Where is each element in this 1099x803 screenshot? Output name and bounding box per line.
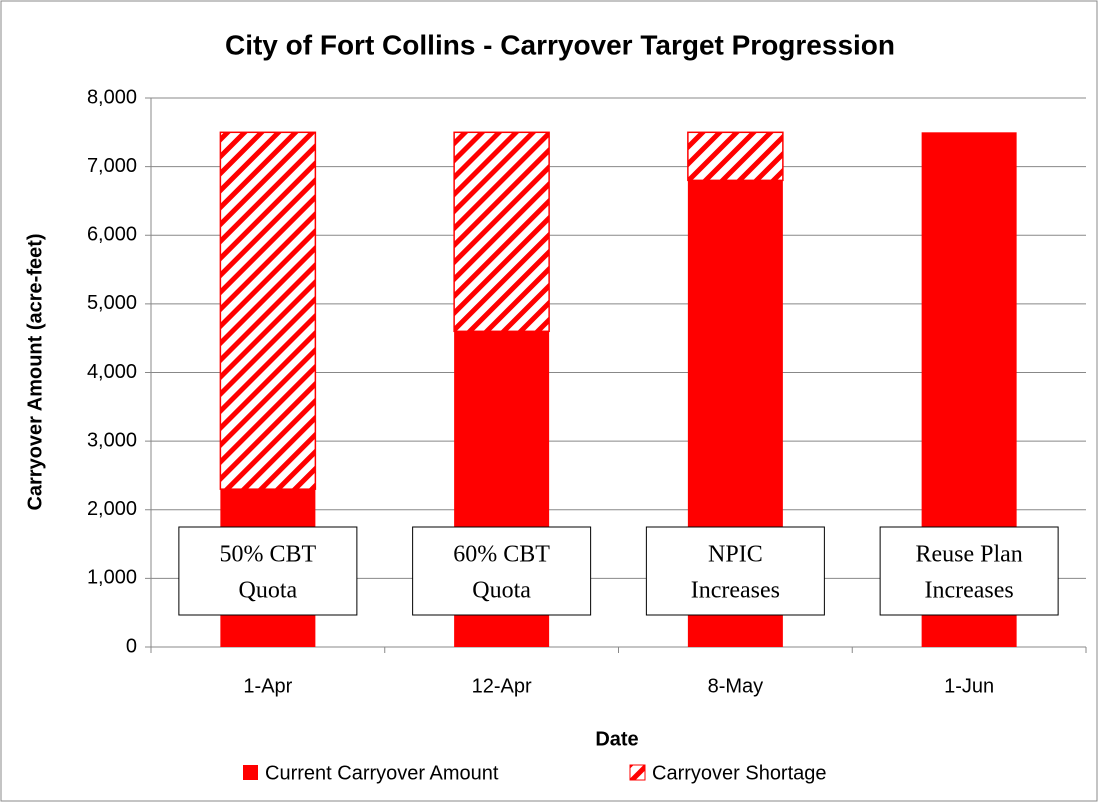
annotation-text: Increases [691, 578, 780, 604]
y-tick-label: 3,000 [87, 429, 137, 451]
annotation-text: NPIC [708, 542, 763, 568]
y-axis-label: Carryover Amount (acre-feet) [24, 233, 46, 510]
x-axis-label: Date [595, 728, 638, 750]
x-tick-label: 8-May [708, 675, 764, 697]
x-tick-label: 12-Apr [472, 675, 532, 697]
annotation-text: Increases [924, 578, 1013, 604]
annotation-text: Reuse Plan [915, 542, 1022, 568]
legend-swatch [629, 764, 646, 781]
annotation-text: 60% CBT [453, 542, 550, 568]
annotation-box [412, 526, 592, 616]
chart-title: City of Fort Collins - Carryover Target … [225, 29, 895, 60]
y-tick-label: 4,000 [87, 361, 137, 383]
y-tick-label: 0 [126, 635, 137, 657]
bar-segment [687, 131, 784, 182]
x-tick-label: 1-Jun [944, 675, 994, 697]
y-tick-label: 2,000 [87, 498, 137, 520]
legend-label: Current Carryover Amount [265, 762, 499, 784]
annotation-box [879, 526, 1059, 616]
legend-label: Carryover Shortage [652, 762, 827, 784]
annotation-text: Quota [472, 578, 531, 604]
y-tick-label: 5,000 [87, 292, 137, 314]
annotation-text: 50% CBT [220, 542, 317, 568]
y-tick-label: 6,000 [87, 224, 137, 246]
bar-segment [219, 131, 317, 490]
y-tick-label: 7,000 [87, 155, 137, 177]
y-tick-label: 8,000 [87, 86, 137, 108]
annotation-text: Quota [239, 578, 298, 604]
legend-swatch [243, 765, 258, 780]
annotation-box [178, 526, 358, 616]
bar-segment [453, 131, 550, 333]
x-tick-label: 1-Apr [243, 675, 292, 697]
y-tick-label: 1,000 [87, 567, 137, 589]
annotation-box [645, 526, 825, 616]
